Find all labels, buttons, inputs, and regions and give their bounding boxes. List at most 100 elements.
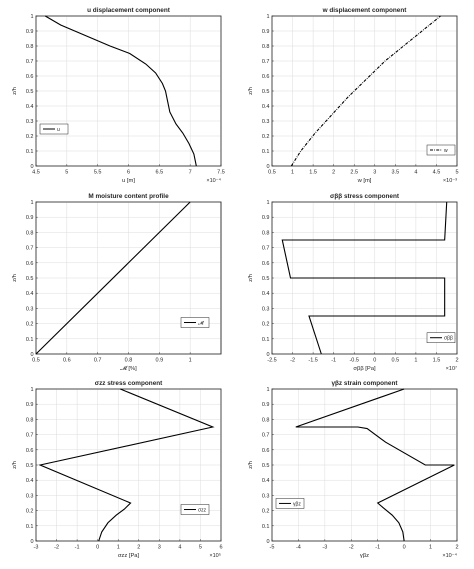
y-tick-label: 0.4 [26, 291, 34, 297]
x-axis-label: γβz [360, 553, 369, 559]
y-tick-label: 0.4 [262, 291, 270, 297]
plot-border [271, 201, 458, 355]
x-axis-exponent: ×10⁵ [209, 552, 221, 559]
y-axis-label: z/h [12, 461, 18, 469]
legend-label: 𝓜 [198, 321, 205, 327]
legend: γβz [275, 498, 305, 509]
x-tick-label: 2 [137, 545, 140, 551]
y-tick-label: 0.1 [26, 524, 34, 530]
y-tick-label: 0.5 [262, 89, 270, 95]
x-tick-label: 0.9 [156, 358, 164, 364]
y-tick-label: 0.7 [262, 433, 270, 439]
y-tick-label: 0.8 [26, 44, 34, 50]
y-tick-label: 0.2 [262, 322, 270, 328]
chart-title: w displacement component [322, 7, 408, 14]
plot-border [35, 388, 222, 542]
legend: σzz [180, 504, 210, 515]
x-tick-label: 1 [414, 358, 417, 364]
y-tick-label: 0.9 [26, 215, 34, 221]
legend-label: γβz [293, 501, 301, 507]
x-tick-label: -2 [349, 545, 354, 551]
x-axis-exponent: ×10⁻⁴ [442, 552, 457, 559]
y-tick-label: 0.9 [262, 402, 270, 408]
chart-title: u displacement component [87, 7, 171, 14]
y-axis-label: z/h [12, 87, 18, 95]
chart-panel-6: -5 -4 -3 -2 -1 0 1 2 0 0.1 0.2 0.3 0.4 0.5 0.6 0.7 0.8 0.… [248, 380, 459, 559]
x-tick-label: 1 [189, 358, 192, 364]
x-tick-label: -2 [290, 358, 295, 364]
y-tick-label: 0.7 [262, 59, 270, 65]
y-tick-label: 0.5 [262, 276, 270, 282]
y-tick-label: 0.3 [26, 119, 34, 125]
x-tick-label: 0.5 [268, 170, 276, 176]
x-tick-label: 0 [403, 545, 406, 551]
x-tick-label: -1 [331, 358, 336, 364]
x-tick-label: -1 [375, 545, 380, 551]
y-tick-label: 0 [30, 352, 33, 358]
chart-title: γβz strain component [331, 380, 398, 387]
y-tick-label: 1 [30, 14, 33, 20]
y-tick-label: 0.8 [262, 230, 270, 236]
y-tick-label: 0.1 [262, 337, 270, 343]
y-tick-label: 0.4 [262, 104, 270, 110]
y-axis-label: z/h [248, 461, 254, 469]
y-tick-label: 0.2 [26, 509, 34, 515]
y-tick-label: 0.6 [262, 261, 270, 267]
y-tick-label: 0.4 [26, 104, 34, 110]
y-axis-label: z/h [248, 87, 254, 95]
y-tick-label: 0.1 [26, 337, 34, 343]
x-tick-label: -2.5 [267, 358, 276, 364]
y-tick-label: 1 [266, 200, 269, 206]
x-tick-label: -5 [270, 545, 275, 551]
y-tick-label: 0.1 [262, 149, 270, 155]
series-line [35, 201, 191, 355]
x-tick-label: 0.5 [32, 358, 40, 364]
plot-border [271, 15, 458, 167]
plot-border [35, 201, 222, 355]
x-axis-label: σββ [Pa] [353, 366, 376, 372]
y-tick-label: 0.4 [26, 478, 34, 484]
x-tick-label: -3 [322, 545, 327, 551]
legend-label: σzz [198, 508, 207, 514]
y-tick-label: 0.2 [262, 134, 270, 140]
y-tick-label: 0.3 [26, 306, 34, 312]
y-tick-label: 0.3 [26, 493, 34, 499]
y-tick-label: 0.1 [26, 149, 34, 155]
x-axis-exponent: ×10⁻⁴ [206, 177, 221, 184]
x-tick-label: 1 [117, 545, 120, 551]
x-tick-label: 3 [373, 170, 376, 176]
legend-label: σββ [444, 336, 453, 342]
legend-label: u [57, 127, 60, 133]
x-tick-label: 5 [455, 170, 458, 176]
y-tick-label: 0 [266, 539, 269, 545]
y-tick-label: 0.6 [26, 74, 34, 80]
chart-panel-1: 4.5 5 5.5 6 6.5 7 7.5 0 0.1 0.2 0.3 0.4 0.5 0.6 0.7 0.8… [12, 7, 225, 184]
x-tick-label: 1.5 [433, 358, 441, 364]
x-tick-label: 2.5 [350, 170, 358, 176]
x-tick-label: 2 [455, 358, 458, 364]
x-tick-label: 6.5 [156, 170, 164, 176]
y-tick-label: 0.7 [262, 246, 270, 252]
chart-panel-3: 0.5 0.6 0.7 0.8 0.9 1 0 0.1 0.2 0.3 0.4 0.5 0.6 0.7 0.… [12, 193, 222, 372]
x-axis-exponent: ×10⁻³ [443, 178, 457, 184]
x-tick-label: 6 [219, 545, 222, 551]
y-tick-label: 0.3 [262, 119, 270, 125]
x-tick-label: -4 [296, 545, 301, 551]
x-tick-label: 7 [189, 170, 192, 176]
x-tick-label: 5 [65, 170, 68, 176]
y-tick-label: 0.6 [26, 261, 34, 267]
legend: 𝓜 [180, 317, 210, 328]
y-tick-label: 0.3 [262, 306, 270, 312]
x-tick-label: 0 [373, 358, 376, 364]
x-tick-label: 5 [199, 545, 202, 551]
y-tick-label: 0.4 [262, 478, 270, 484]
y-tick-label: 1 [266, 387, 269, 393]
chart-title: σzz stress component [95, 380, 163, 387]
x-axis-label: 𝓜 [%] [120, 365, 137, 372]
plot-border [271, 388, 458, 542]
x-tick-label: -1.5 [308, 358, 317, 364]
x-tick-label: 7.5 [217, 170, 225, 176]
y-tick-label: 0.2 [26, 322, 34, 328]
legend: σββ [426, 332, 456, 343]
